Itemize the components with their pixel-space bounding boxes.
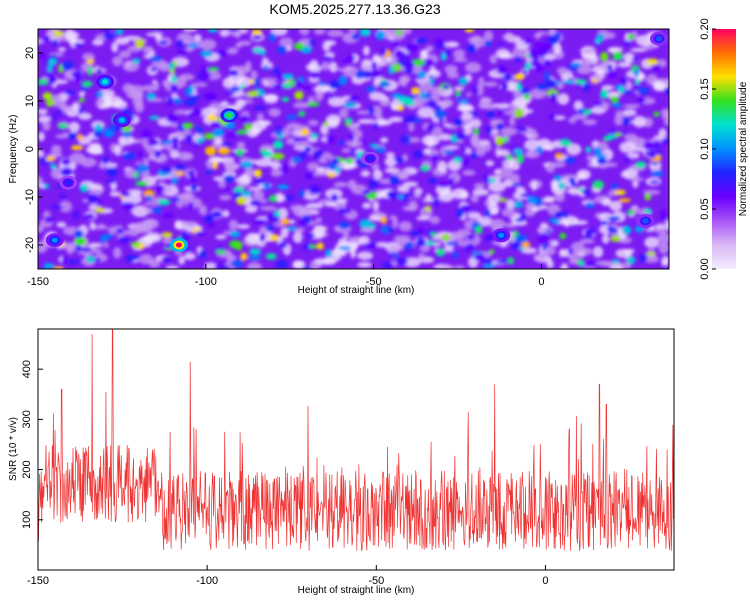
colorbar: 0.00 0.05 0.10 0.15 0.20 Normalized spectral… <box>699 18 749 279</box>
snr-x-axis-label: Height of straight line (km) <box>298 585 415 596</box>
snr-x-tick-label: -50 <box>368 575 384 587</box>
heatmap-hotspot <box>649 31 668 46</box>
heatmap-x-tick-label: -50 <box>366 276 382 288</box>
heatmap-y-tick-label: 20 <box>24 47 36 59</box>
heatmap-hotspot <box>361 151 380 166</box>
heatmap-x-tick-label: -100 <box>195 276 217 288</box>
heatmap-x-axis-label: Height of straight line (km) <box>298 285 415 296</box>
snr-frame <box>37 328 675 571</box>
colorbar-label: Normalized spectral amplitude <box>738 81 749 216</box>
colorbar-tick-label: 0.15 <box>699 78 711 99</box>
snr-series-line <box>38 329 674 551</box>
colorbar-tick-label: 0.00 <box>699 258 711 279</box>
snr-y-tick-label: 200 <box>21 460 33 478</box>
heatmap-hotspot <box>96 74 115 89</box>
heatmap-hotspot <box>492 228 511 243</box>
heatmap-hotspot <box>636 214 655 228</box>
colorbar-tick-label: 0.20 <box>699 18 711 39</box>
heatmap-y-tick-label: 10 <box>24 95 36 107</box>
heatmap-hotspot <box>112 113 131 128</box>
snr-y-axis-label: SNR (10 * v/v) <box>8 417 19 481</box>
snr-x-tick-label: -150 <box>27 575 49 587</box>
heatmap-hotspot <box>169 238 188 252</box>
chart-title: KOM5.2025.277.13.36.G23 <box>269 1 440 17</box>
snr-line-chart: -150 -100 -50 0 100 200 300 400 Height of stra… <box>8 328 675 596</box>
heatmap-hotspot <box>45 233 64 248</box>
snr-y-tick-label: 300 <box>21 410 33 428</box>
snr-y-tick-label: 400 <box>21 360 33 378</box>
colorbar-tick-label: 0.10 <box>699 138 711 159</box>
heatmap-y-tick-label: -20 <box>24 237 36 253</box>
heatmap-hotspot <box>59 175 78 190</box>
snr-x-tick-label: -100 <box>196 575 218 587</box>
heatmap-y-axis-label: Frequency (Hz) <box>8 115 19 184</box>
heatmap-hotspot <box>220 108 239 123</box>
colorbar-tick-label: 0.05 <box>699 198 711 219</box>
heatmap-y-tick-label: -10 <box>24 189 36 205</box>
heatmap-x-tick-label: -150 <box>27 276 49 288</box>
heatmap-y-tick-label: 0 <box>24 146 36 152</box>
snr-y-tick-label: 100 <box>21 511 33 529</box>
snr-plot-area <box>38 329 674 570</box>
heatmap-x-tick-label: 0 <box>538 276 544 288</box>
snr-x-tick-label: 0 <box>542 575 548 587</box>
